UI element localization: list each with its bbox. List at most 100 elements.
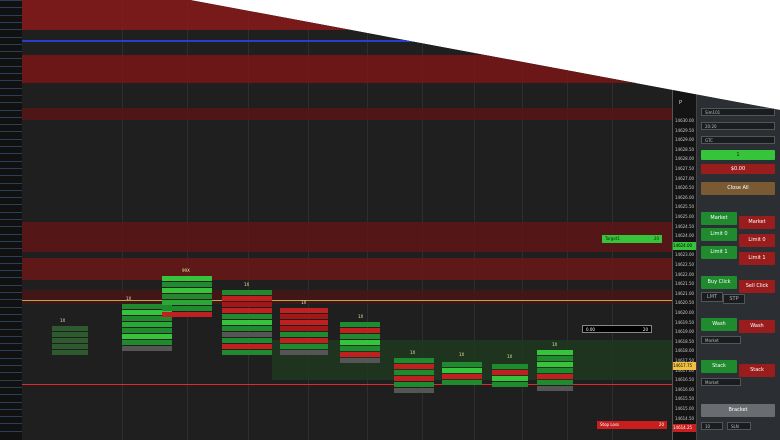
price-tick-label: 14620.00: [675, 310, 695, 315]
footprint-cluster[interactable]: [122, 304, 172, 352]
bracket-type-select[interactable]: SLN: [727, 422, 751, 430]
ladder-tick: [0, 343, 22, 345]
ladder-tick: [0, 350, 22, 352]
limit-1-sell-button[interactable]: Limit 1: [739, 252, 775, 265]
bracket-value-select[interactable]: 10: [701, 422, 723, 430]
position-qty: 20: [642, 327, 648, 332]
wash-sell-button[interactable]: Wash: [739, 320, 775, 333]
close-all-button[interactable]: Close All: [701, 182, 775, 195]
ladder-tick: [0, 430, 22, 432]
footprint-cluster[interactable]: [442, 362, 482, 386]
stack-type-select[interactable]: Market: [701, 378, 741, 386]
tif-select[interactable]: GTC: [701, 136, 775, 144]
buy-click-button[interactable]: Buy Click: [701, 276, 737, 289]
ladder-tick: [0, 321, 22, 323]
target-order-tag[interactable]: Target1 20: [602, 235, 662, 243]
limit-1-buy-button[interactable]: Limit 1: [701, 246, 737, 259]
footprint-cluster[interactable]: [162, 276, 212, 318]
ladder-tick: [0, 262, 22, 264]
footprint-cluster[interactable]: [537, 350, 573, 392]
price-tick-label: 14624.50: [675, 223, 695, 229]
account-select[interactable]: Sim101: [701, 108, 775, 116]
wash-buy-button[interactable]: Wash: [701, 318, 737, 331]
price-tick-label: 14619.00: [675, 329, 695, 335]
footprint-cluster[interactable]: [492, 364, 528, 388]
ladder-tick: [0, 116, 22, 118]
footprint-cluster[interactable]: [222, 290, 272, 356]
ladder-tick: [0, 189, 22, 191]
price-ladder-strip[interactable]: [0, 0, 23, 440]
stp-toggle[interactable]: STP: [723, 294, 745, 304]
ladder-tick: [0, 14, 22, 16]
ladder-tick: [0, 138, 22, 140]
footprint-cluster[interactable]: [52, 326, 88, 356]
ladder-tick: [0, 146, 22, 147]
position-tag[interactable]: 0.00 20: [582, 325, 652, 333]
ladder-tick: [0, 306, 22, 308]
ladder-tick: [0, 51, 22, 53]
price-tick-label: 14625.00: [675, 214, 695, 219]
price-axis[interactable]: P 14630.00 14629.50 14629.00 14628.50 14628.…: [672, 0, 697, 440]
lmt-toggle[interactable]: LMT: [701, 292, 723, 302]
cluster-label: 1X: [552, 342, 558, 347]
wash-type-select[interactable]: Market: [701, 336, 741, 344]
footprint-cluster[interactable]: [340, 322, 380, 364]
market-buy-button[interactable]: Market: [701, 212, 737, 225]
ladder-tick: [0, 292, 22, 293]
price-tick-label: 14619.50: [675, 319, 695, 325]
ladder-tick: [0, 423, 22, 425]
ladder-tick: [0, 43, 22, 45]
ladder-tick: [0, 73, 22, 74]
footprint-cluster[interactable]: [280, 308, 328, 356]
limit-0-buy-button[interactable]: Limit 0: [701, 228, 737, 241]
ladder-tick: [0, 394, 22, 396]
grid-line: [567, 0, 568, 440]
price-axis-letter: P: [679, 100, 683, 106]
ladder-tick: [0, 219, 22, 220]
ladder-tick: [0, 357, 22, 359]
price-tick-label: 14621.00: [675, 290, 695, 296]
ladder-tick: [0, 160, 22, 162]
stop-loss-tag[interactable]: Stop Loss 20: [597, 421, 667, 429]
resistance-band: [22, 0, 672, 30]
price-tick-label: 14618.00: [675, 348, 695, 354]
ladder-tick: [0, 255, 22, 257]
ladder-tick: [0, 408, 22, 410]
market-sell-button[interactable]: Market: [739, 216, 775, 229]
resistance-band: [22, 108, 672, 120]
ladder-tick: [0, 365, 22, 366]
bracket-button[interactable]: Bracket: [701, 404, 775, 417]
footprint-cluster[interactable]: [394, 358, 434, 394]
ladder-tick: [0, 372, 22, 374]
stack-buy-button[interactable]: Stack: [701, 360, 737, 373]
ladder-tick: [0, 87, 22, 89]
grid-line: [187, 0, 188, 440]
ladder-tick: [0, 416, 22, 418]
price-tick-label: 14617.00: [675, 367, 695, 373]
ladder-tick: [0, 335, 22, 337]
ladder-tick: [0, 175, 22, 177]
ladder-tick: [0, 328, 22, 330]
target-price-label: 14624.00: [673, 242, 697, 250]
cluster-label: 1X: [60, 318, 66, 323]
sell-click-button[interactable]: Sell Click: [739, 280, 775, 293]
price-tick-label: 14630.00: [675, 118, 695, 123]
ladder-tick: [0, 233, 22, 235]
stack-sell-button[interactable]: Stack: [739, 364, 775, 377]
ladder-tick: [0, 240, 22, 242]
order-entry-panel: Sim101 20:20 GTC 1 $0.00 Close All Marke…: [696, 0, 780, 440]
footprint-chart[interactable]: 1X 99X 1X 1X 1X 1X 1X 1X: [22, 0, 672, 440]
ladder-tick: [0, 21, 22, 23]
quantity-display: 1: [701, 150, 775, 160]
price-tick-label: 14623.00: [675, 252, 695, 258]
ladder-tick: [0, 182, 22, 184]
cluster-label: 1X: [301, 300, 307, 305]
ladder-tick: [0, 109, 22, 111]
quantity-select[interactable]: 20:20: [701, 122, 775, 130]
ladder-tick: [0, 94, 22, 96]
ladder-tick: [0, 299, 22, 301]
limit-0-sell-button[interactable]: Limit 0: [739, 234, 775, 247]
ladder-tick: [0, 167, 22, 169]
resistance-band: [22, 258, 672, 280]
ladder-tick: [0, 379, 22, 381]
